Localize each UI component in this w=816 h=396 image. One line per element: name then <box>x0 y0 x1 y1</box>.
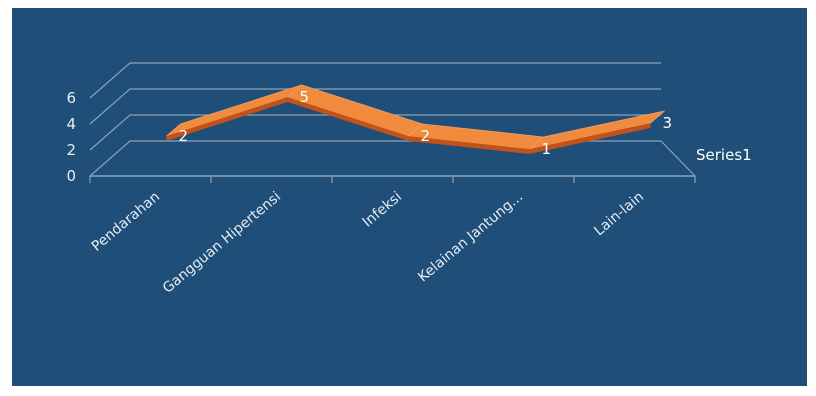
data-label: 2 <box>421 127 431 145</box>
ribbon-front-face <box>166 97 288 141</box>
side-gridline <box>89 114 131 151</box>
floor-left-edge <box>89 140 131 177</box>
data-labels: 2 5 2 1 3 <box>179 88 673 158</box>
x-category-label: Infeksi <box>360 189 405 231</box>
data-label: 3 <box>663 114 673 132</box>
series-ribbon <box>166 84 665 154</box>
side-gridline <box>89 88 131 125</box>
ribbon-front-face <box>529 123 651 154</box>
side-gridline <box>89 62 131 99</box>
x-category-label: Gangguan Hipertensi <box>160 189 284 297</box>
x-category-label: Lain-lain <box>591 189 647 239</box>
x-category-label: Kelainan Jantung... <box>415 189 526 286</box>
chart-area: 0 2 4 6 Pendarahan Gangguan Hipertensi Infeksi… <box>12 8 807 386</box>
data-label: 5 <box>300 88 310 106</box>
x-category-label: Pendarahan <box>89 189 163 255</box>
data-label: 1 <box>542 140 552 158</box>
y-tick-label: 4 <box>66 115 76 133</box>
floor-right-edge <box>660 140 696 177</box>
ribbon-front-face <box>408 136 530 154</box>
y-tick-label: 0 <box>66 167 76 185</box>
legend: Series1 <box>696 146 752 164</box>
data-label: 2 <box>179 127 189 145</box>
y-tick-label: 6 <box>66 89 76 107</box>
y-tick-label: 2 <box>66 141 76 159</box>
legend-series-name: Series1 <box>696 146 752 164</box>
ribbon-front-face <box>287 97 409 141</box>
